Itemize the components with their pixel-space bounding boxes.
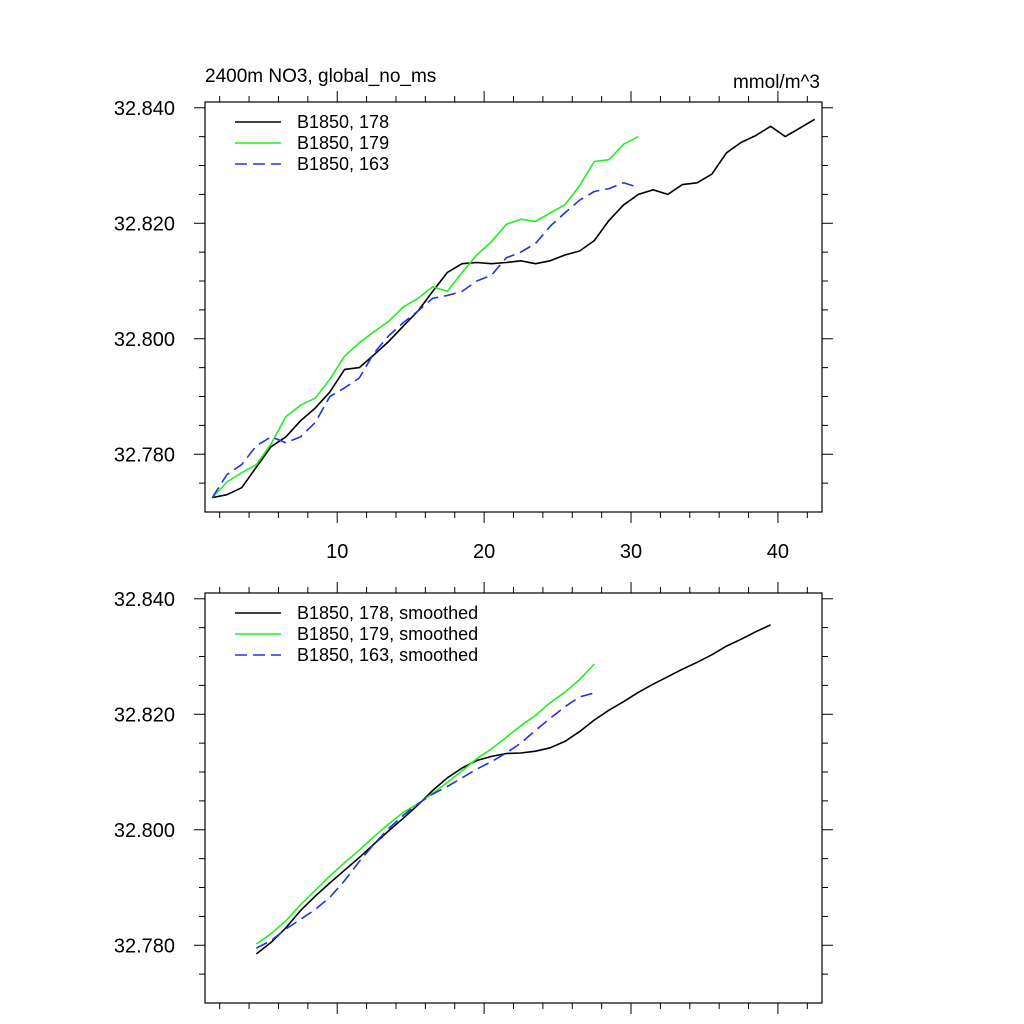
x-tick-label: 20: [473, 541, 495, 563]
y-tick-label: 32.800: [114, 820, 175, 842]
bottom-panel: 32.780 32.800 32.820 32.840 B1850, 178, smoo…: [114, 582, 833, 1014]
series-line-1: [255, 624, 771, 955]
y-tick-label: 32.780: [114, 444, 175, 466]
x-tick-label: 30: [620, 541, 642, 563]
series-line-3: [211, 182, 639, 499]
x-tick-label: 10: [326, 541, 348, 563]
legend-label: B1850, 163: [297, 154, 389, 174]
legend-label: B1850, 178: [297, 112, 389, 132]
y-tick-label: 32.800: [114, 329, 175, 351]
units-label: mmol/m^3: [733, 72, 820, 93]
series-line-3: [256, 692, 595, 949]
legend-label: B1850, 178, smoothed: [297, 603, 478, 623]
y-tick-label: 32.780: [114, 935, 175, 957]
x-tick-label: 40: [767, 541, 789, 563]
chart-title: 2400m NO3, global_no_ms: [205, 66, 436, 87]
y-tick-label: 32.820: [114, 704, 175, 726]
y-tick-label: 32.840: [114, 98, 175, 120]
legend-label: B1850, 179, smoothed: [297, 624, 478, 644]
legend-label: B1850, 163, smoothed: [297, 645, 478, 665]
series-line-1: [212, 118, 816, 499]
top-panel: 32.780 32.800 32.820 32.840 10 20 30 40 2400m NO…: [114, 66, 833, 563]
legend-label: B1850, 179: [297, 133, 389, 153]
y-tick-label: 32.820: [114, 213, 175, 235]
series-line-2: [211, 135, 639, 499]
series-line-2: [255, 663, 595, 945]
y-tick-label: 32.840: [114, 589, 175, 611]
